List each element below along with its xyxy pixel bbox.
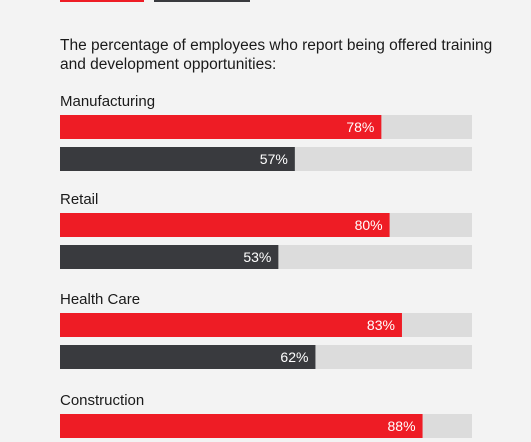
legend-swatch-series-2 [154,0,250,2]
data-label-manufacturing-series-1: 78% [346,119,374,135]
bar-retail-series-1 [60,213,390,237]
data-label-manufacturing-series-2: 57% [260,151,288,167]
data-label-health-care-series-2: 62% [280,349,308,365]
data-label-construction-series-1: 88% [388,418,416,434]
legend-swatch-series-1 [60,0,144,2]
bar-health-care-series-2 [60,345,316,369]
bar-construction-series-1 [60,414,423,438]
category-label-manufacturing: Manufacturing [60,93,155,110]
bar-manufacturing-series-2 [60,147,295,171]
data-label-health-care-series-1: 83% [367,317,395,333]
category-label-construction: Construction [60,392,144,409]
data-label-retail-series-2: 53% [243,249,271,265]
chart-title: The percentage of employees who report b… [60,37,493,73]
bar-retail-series-2 [60,245,279,269]
category-label-health-care: Health Care [60,291,140,308]
bar-manufacturing-series-1 [60,115,382,139]
category-label-retail: Retail [60,191,98,208]
data-label-retail-series-1: 80% [355,217,383,233]
bar-health-care-series-1 [60,313,402,337]
